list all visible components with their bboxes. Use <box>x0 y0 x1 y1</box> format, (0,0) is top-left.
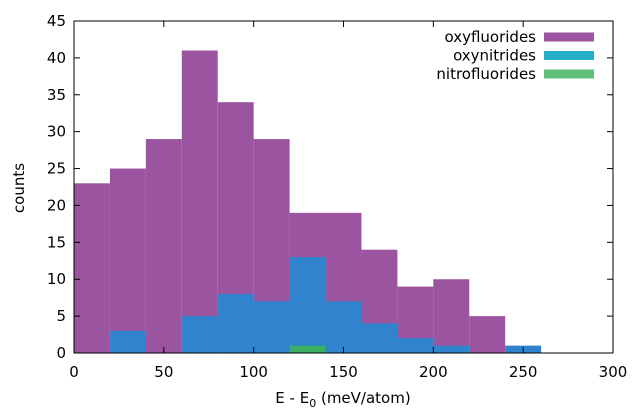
y-tick-label: 45 <box>47 12 66 30</box>
legend-label-nitrofluorides: nitrofluorides <box>436 65 536 83</box>
y-tick-label: 35 <box>47 86 66 104</box>
bars-layer <box>74 50 542 354</box>
x-axis-title-main: E - E <box>275 389 309 407</box>
oxyfluorides-bar <box>181 50 218 354</box>
x-axis-title-tail: (meV/atom) <box>316 389 411 407</box>
oxyfluorides-bar <box>74 183 110 353</box>
x-tick-label: 250 <box>509 363 538 381</box>
oxyfluorides-bar <box>433 279 470 353</box>
x-tick-label: 0 <box>69 363 79 381</box>
oxynitrides-bar <box>253 301 290 353</box>
y-tick-label: 5 <box>56 307 66 325</box>
legend-swatch-nitrofluorides <box>544 69 594 79</box>
x-tick-label: 300 <box>599 363 628 381</box>
oxyfluorides-bar <box>469 316 506 353</box>
oxynitrides-bar <box>217 293 254 353</box>
x-tick-label: 50 <box>154 363 173 381</box>
legend-swatch-oxyfluorides <box>544 32 594 42</box>
y-tick-label: 30 <box>47 123 66 141</box>
oxynitrides-bar <box>361 323 398 353</box>
oxynitrides-bar <box>325 301 362 353</box>
x-axis-title-subscript: 0 <box>309 397 316 409</box>
y-tick-label: 10 <box>47 270 66 288</box>
x-axis-title: E - E0 (meV/atom) <box>275 389 410 409</box>
oxynitrides-bar <box>109 330 146 353</box>
y-tick-label: 0 <box>56 344 66 362</box>
oxyfluorides-bar <box>109 168 146 353</box>
y-tick-label: 40 <box>47 49 66 67</box>
ticks-layer: 0 50 100 150 200 250 300 0 5 10 15 20 25 30 35 40 45 <box>47 12 627 381</box>
legend-swatch-oxynitrides <box>544 51 594 60</box>
oxyfluorides-bar <box>145 139 182 353</box>
oxynitrides-bar <box>397 338 434 353</box>
oxynitrides-bar <box>289 257 326 353</box>
nitrofluorides-bar <box>289 345 326 353</box>
oxynitrides-bar <box>433 345 470 353</box>
y-tick-label: 25 <box>47 160 66 178</box>
y-axis-title: counts <box>10 163 28 213</box>
x-tick-label: 150 <box>329 363 358 381</box>
y-tick-label: 15 <box>47 233 66 251</box>
legend-label-oxyfluorides: oxyfluorides <box>444 28 536 46</box>
oxynitrides-bar <box>181 316 218 353</box>
legend-label-oxynitrides: oxynitrides <box>453 47 536 65</box>
x-tick-label: 100 <box>239 363 268 381</box>
x-tick-label: 200 <box>419 363 448 381</box>
y-tick-label: 20 <box>47 196 66 214</box>
